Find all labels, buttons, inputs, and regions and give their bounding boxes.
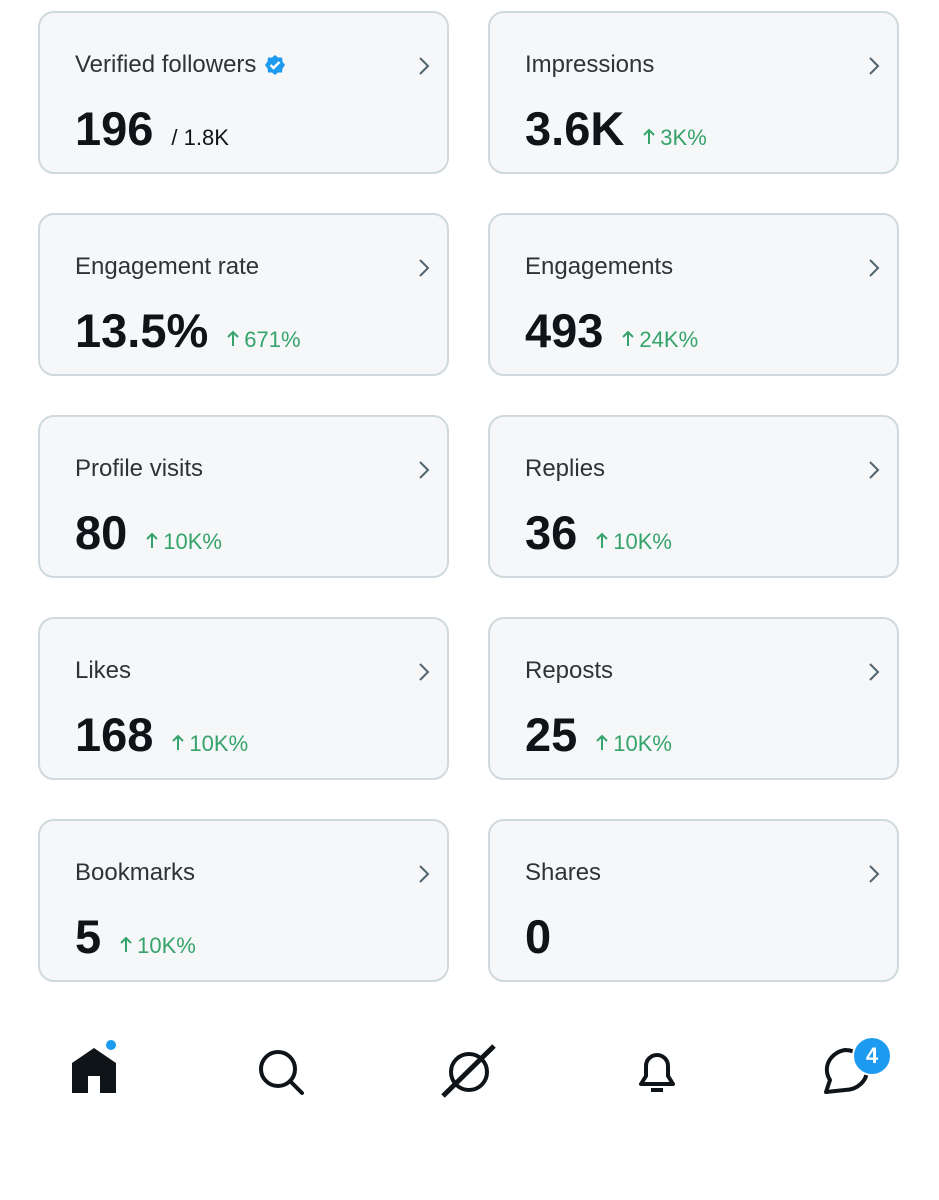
metric-value: 5: [75, 910, 102, 963]
up-arrow: [596, 532, 608, 548]
metric-card[interactable]: Engagement rate 13.5% 671%: [38, 213, 449, 376]
metric-value: 168: [75, 708, 154, 761]
metric-card[interactable]: Impressions 3.6K 3K%: [488, 11, 899, 174]
metric-label: Reposts: [525, 657, 614, 684]
metric-label: Engagement rate: [75, 253, 260, 280]
metric-label-row: Shares: [525, 859, 601, 887]
metric-label-row: Replies: [525, 455, 605, 483]
metric-label-row: Impressions: [525, 51, 654, 79]
metric-value: 196: [75, 102, 154, 155]
chevron-right: [419, 259, 430, 277]
metric-row: 168 10K%: [75, 707, 248, 762]
metric-change-text: 10K%: [189, 731, 249, 756]
metric-row: 196 / 1.8K: [75, 101, 229, 156]
metric-row: 36 10K%: [525, 505, 672, 560]
metric-change-text: 671%: [244, 327, 301, 352]
chevron-right: [869, 865, 880, 883]
metric-label-row: Likes: [75, 657, 131, 685]
metric-label: Replies: [525, 455, 606, 482]
metric-label: Likes: [75, 657, 132, 684]
metric-card[interactable]: Profile visits 80 10K%: [38, 415, 449, 578]
metric-card[interactable]: Verified followers 196 / 1.8K: [38, 11, 449, 174]
metric-label-row: Verified followers: [75, 51, 286, 79]
chevron-right: [419, 57, 430, 75]
metric-label-row: Engagements: [525, 253, 673, 281]
metric-card[interactable]: Likes 168 10K%: [38, 617, 449, 780]
metric-label-row: Profile visits: [75, 455, 203, 483]
metric-row: 80 10K%: [75, 505, 222, 560]
bottom-nav: [72, 1038, 869, 1098]
up-arrow: [146, 532, 158, 548]
metric-change-text: 3K%: [660, 125, 707, 150]
metric-label: Verified followers: [75, 51, 257, 78]
metric-value: 13.5%: [75, 304, 209, 357]
up-arrow: [172, 734, 185, 750]
verified-badge: [265, 55, 286, 75]
chevron-right: [869, 259, 880, 277]
metric-value: 3.6K: [525, 102, 625, 155]
chevron-right: [419, 461, 430, 479]
chevron-right: [869, 461, 880, 479]
up-arrow: [120, 936, 132, 952]
metric-change: 10K%: [145, 529, 222, 555]
metric-value: 25: [525, 708, 578, 761]
chevron-right: [869, 663, 880, 681]
metric-change: 671%: [226, 327, 301, 353]
metric-change: 10K%: [595, 731, 672, 757]
metric-change-text: 10K%: [613, 731, 672, 756]
metric-row: 5 10K%: [75, 909, 196, 964]
grok-icon[interactable]: [441, 1044, 496, 1098]
metric-total: / 1.8K: [171, 125, 229, 150]
metric-value: 493: [525, 304, 604, 357]
metric-card[interactable]: Replies 36 10K%: [488, 415, 899, 578]
metric-change-text: 10K%: [137, 933, 196, 958]
metric-label-row: Engagement rate: [75, 253, 259, 281]
up-arrow: [227, 330, 239, 346]
metric-change-text: 10K%: [163, 529, 222, 554]
metric-value: 80: [75, 506, 128, 559]
metric-change-text: 24K%: [639, 327, 699, 352]
metric-change: 10K%: [119, 933, 196, 959]
chevron-right: [419, 663, 430, 681]
metric-card[interactable]: Reposts 25 10K%: [488, 617, 899, 780]
metric-change: 10K%: [171, 731, 248, 757]
metric-row: 3.6K 3K%: [525, 101, 707, 156]
metric-row: 493 24K%: [525, 303, 698, 358]
metric-change: 3K%: [642, 125, 707, 151]
metric-label: Bookmarks: [75, 859, 196, 886]
chevron-right: [419, 865, 430, 883]
metric-label-row: Bookmarks: [75, 859, 195, 887]
home-icon[interactable]: [72, 1038, 118, 1093]
metric-label: Profile visits: [75, 455, 204, 482]
metric-value: 0: [525, 910, 552, 963]
metric-card[interactable]: Engagements 493 24K%: [488, 213, 899, 376]
search-icon[interactable]: [259, 1050, 304, 1095]
metric-row: 13.5% 671%: [75, 303, 301, 358]
up-arrow: [622, 330, 635, 346]
up-arrow: [643, 128, 655, 144]
metric-row: 25 10K%: [525, 707, 672, 762]
up-arrow: [596, 734, 608, 750]
notifications-icon[interactable]: [639, 1053, 675, 1092]
metric-label: Impressions: [525, 51, 655, 78]
metric-label: Shares: [525, 859, 602, 886]
metric-row: 0: [525, 909, 551, 964]
message-badge: 4: [852, 1036, 892, 1076]
metric-change: 10K%: [595, 529, 672, 555]
metric-value: 36: [525, 506, 578, 559]
chevron-right: [869, 57, 880, 75]
metric-card[interactable]: Shares 0: [488, 819, 899, 982]
metric-label-row: Reposts: [525, 657, 613, 685]
metric-change-text: 10K%: [613, 529, 672, 554]
metric-change: 24K%: [621, 327, 698, 353]
metric-label: Engagements: [525, 253, 674, 280]
metric-card[interactable]: Bookmarks 5 10K%: [38, 819, 449, 982]
